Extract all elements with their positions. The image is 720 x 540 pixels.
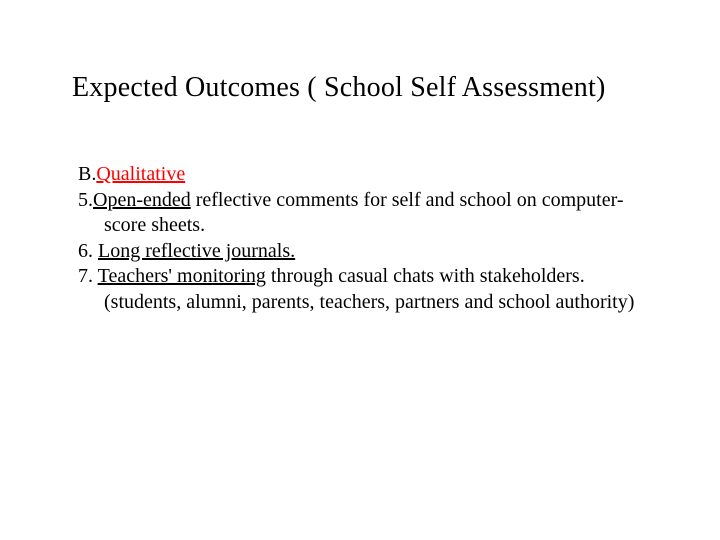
- item-number: 6.: [78, 240, 98, 262]
- list-item-7: 7. Teachers' monitoring through casual c…: [78, 264, 660, 315]
- section-label: B.Qualitative: [78, 162, 660, 188]
- item-underlined: Teachers' monitoring: [98, 265, 266, 287]
- body-text: B.Qualitative 5.Open-ended reflective co…: [72, 162, 660, 316]
- item-number: 7.: [78, 265, 98, 287]
- item-underlined: Open-ended: [93, 189, 191, 211]
- item-rest2: alumni, parents, teachers, partners and …: [181, 291, 634, 313]
- slide: Expected Outcomes ( School Self Assessme…: [0, 0, 720, 540]
- section-name: Qualitative: [96, 163, 185, 185]
- list-item-5: 5.Open-ended reflective comments for sel…: [78, 188, 660, 239]
- section-letter: B.: [78, 163, 96, 185]
- item-number: 5.: [78, 189, 93, 211]
- slide-title: Expected Outcomes ( School Self Assessme…: [72, 72, 660, 104]
- item-underlined: Long reflective journals.: [98, 240, 295, 262]
- list-item-6: 6. Long reflective journals.: [78, 239, 660, 265]
